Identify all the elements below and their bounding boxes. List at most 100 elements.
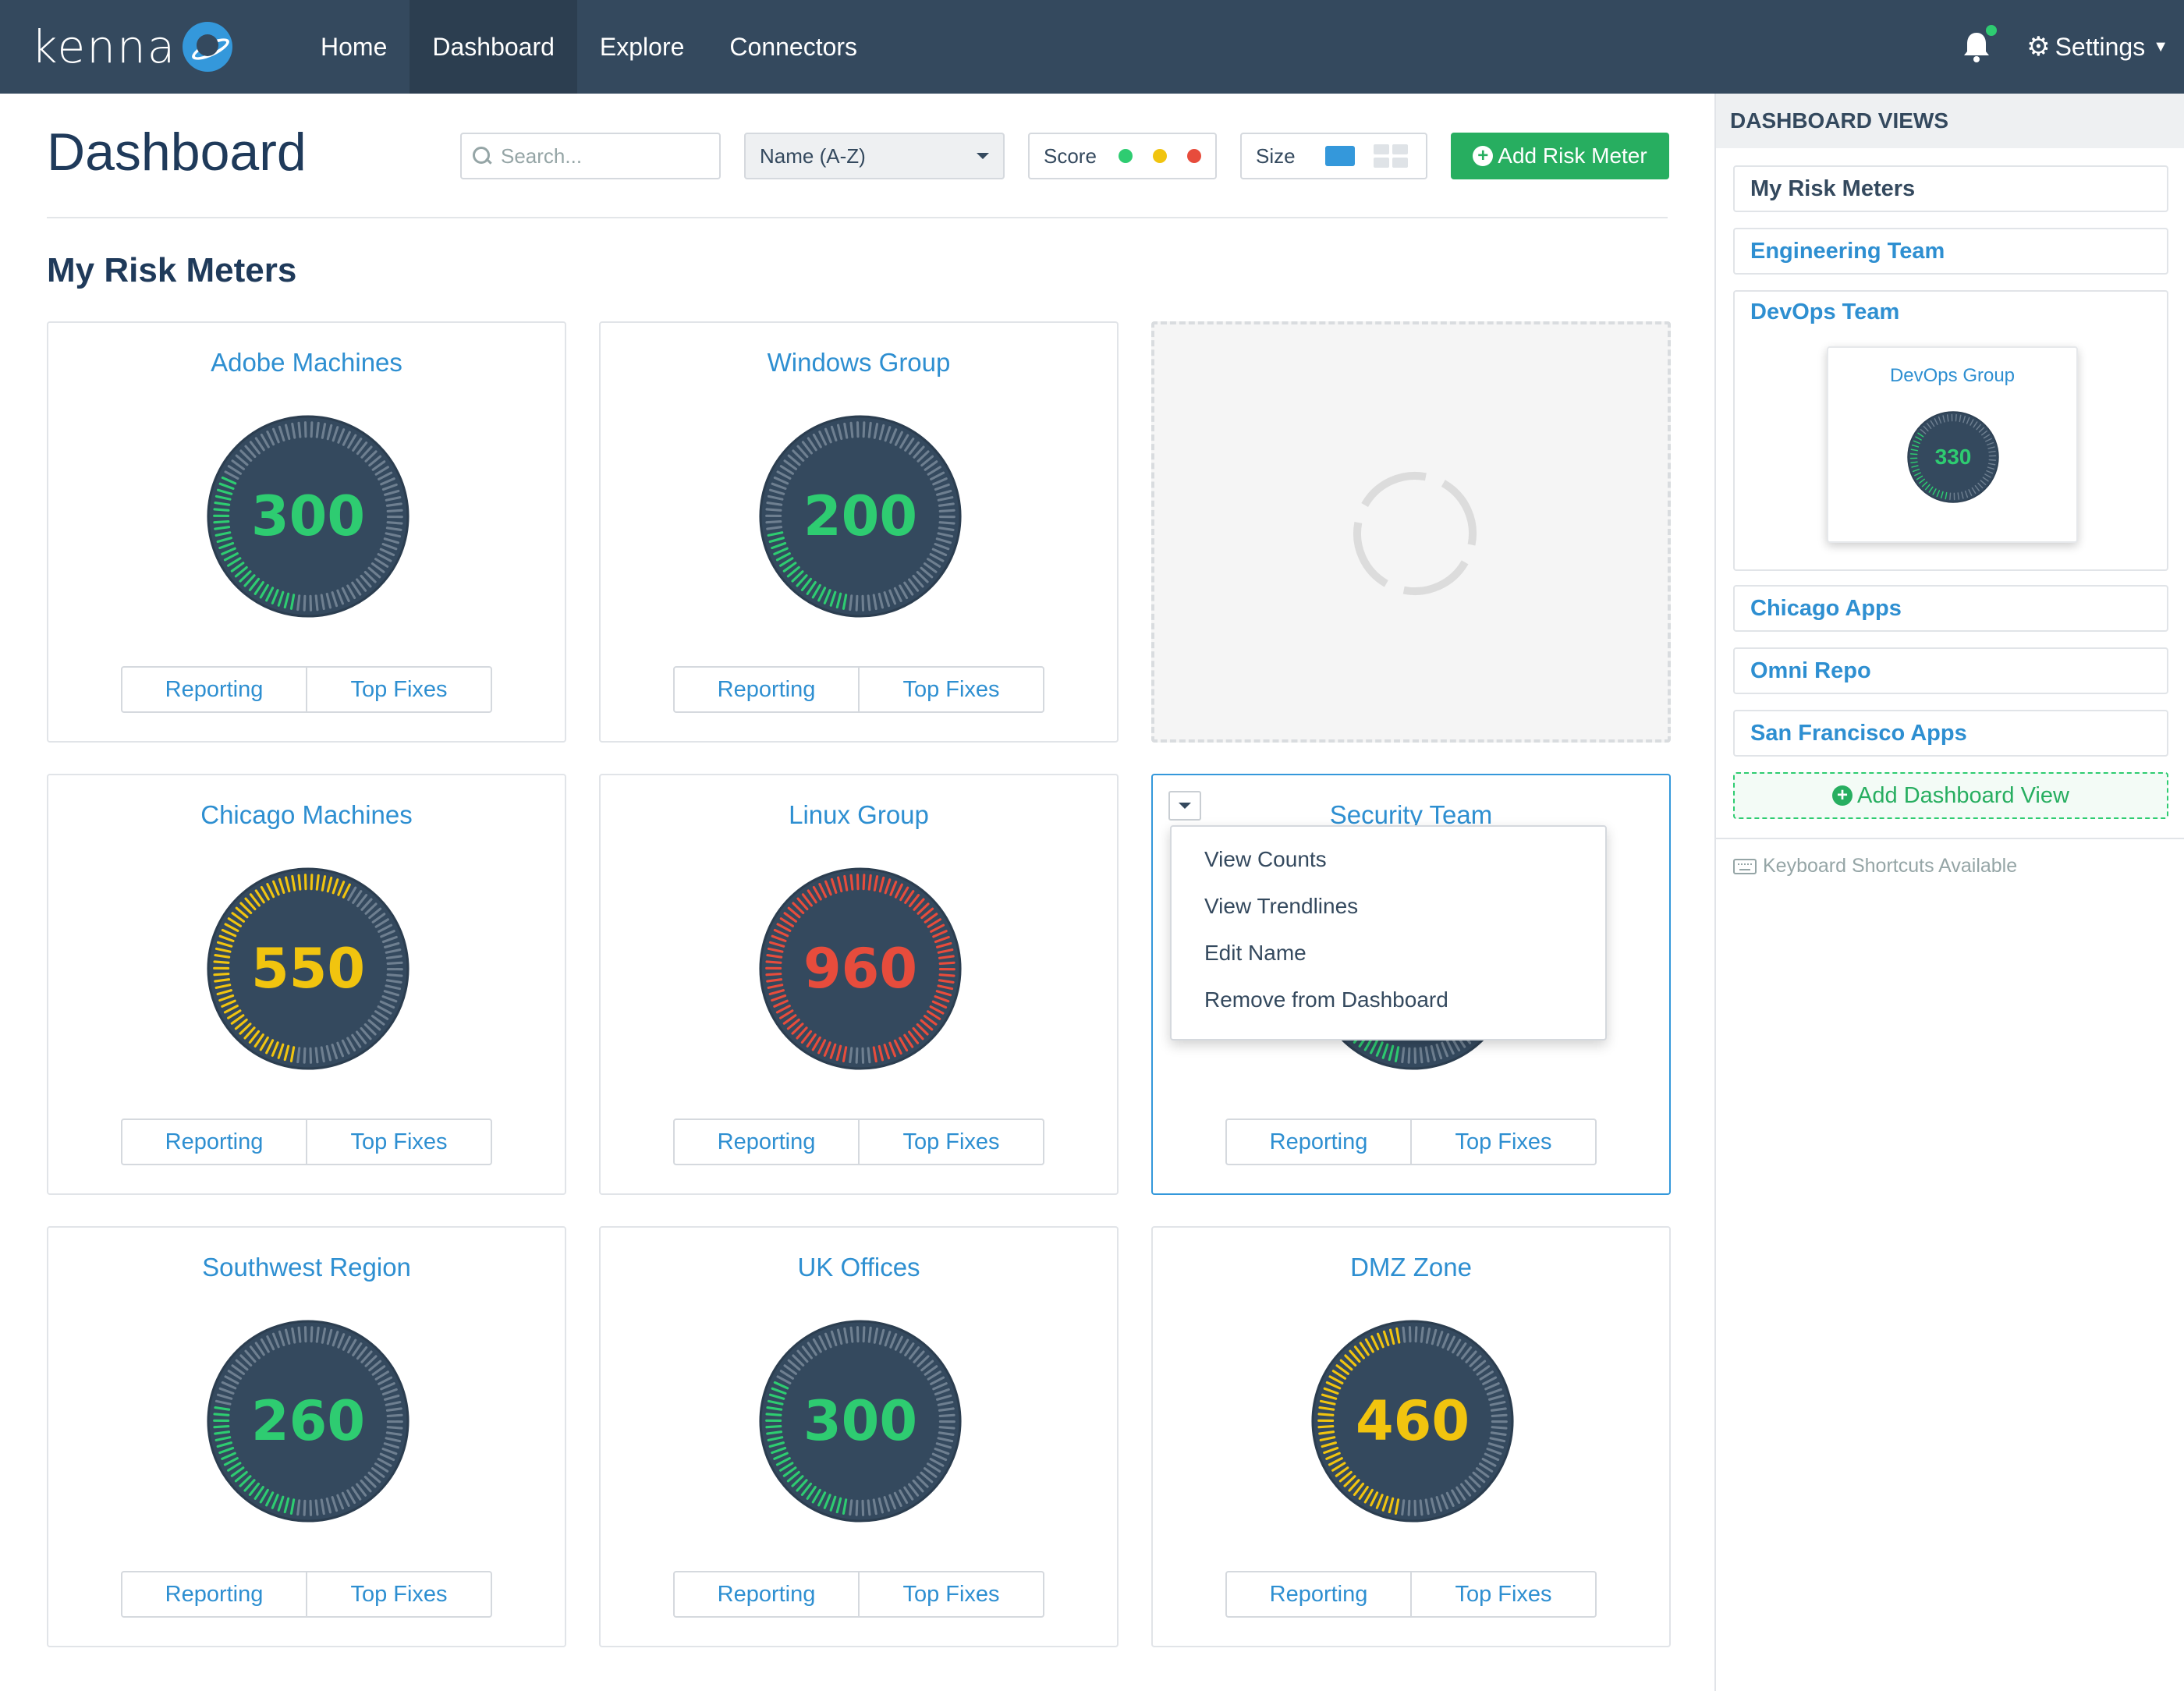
view-my-risk-meters[interactable]: My Risk Meters xyxy=(1733,165,2168,212)
top-navbar: kenna Home Dashboard Explore Connectors … xyxy=(0,0,2184,94)
settings-menu[interactable]: ⚙ Settings ▼ xyxy=(2026,31,2168,62)
score-filter-yellow[interactable] xyxy=(1152,149,1167,163)
top-fixes-button[interactable]: Top Fixes xyxy=(350,1129,448,1154)
nav-explore[interactable]: Explore xyxy=(599,32,685,61)
size-toggle: Size xyxy=(1240,133,1427,179)
view-san-francisco-apps[interactable]: San Francisco Apps xyxy=(1733,710,2168,757)
risk-meter-card[interactable]: UK Offices 300 Reporting Top Fixes xyxy=(599,1226,1119,1647)
menu-view-trendlines[interactable]: View Trendlines xyxy=(1204,894,1359,918)
reporting-button[interactable]: Reporting xyxy=(675,1572,860,1616)
globe-icon xyxy=(183,22,233,72)
risk-gauge: 460 xyxy=(1311,1320,1514,1523)
reporting-button[interactable]: Reporting xyxy=(675,668,860,711)
risk-gauge: 300 xyxy=(207,415,410,618)
keyboard-shortcuts-link[interactable]: Keyboard Shortcuts Available xyxy=(1733,855,2017,877)
preview-risk-score: 330 xyxy=(1934,445,1972,469)
view-devops-team[interactable]: DevOps Team DevOps Group 330 xyxy=(1733,290,2168,571)
risk-meter-title[interactable]: Windows Group xyxy=(767,348,951,377)
risk-meter-card[interactable]: Security Team Reporting Top Fixes View Coun… xyxy=(1151,774,1671,1195)
score-filter-red[interactable] xyxy=(1186,149,1201,163)
card-actions: Reporting Top Fixes xyxy=(121,1571,492,1618)
risk-meter-card[interactable]: DMZ Zone 460 Reporting Top Fixes xyxy=(1151,1226,1671,1647)
risk-score: 300 xyxy=(250,484,366,548)
top-fixes-button[interactable]: Top Fixes xyxy=(1455,1581,1552,1607)
keyboard-icon xyxy=(1733,858,1757,874)
nav-right: ⚙ Settings ▼ xyxy=(1961,0,2168,94)
risk-meter-title[interactable]: Security Team xyxy=(1329,800,1493,829)
small-size-grid-icon[interactable] xyxy=(1373,144,1408,168)
keyboard-shortcuts-label: Keyboard Shortcuts Available xyxy=(1763,855,2018,877)
view-chicago-apps[interactable]: Chicago Apps xyxy=(1733,585,2168,632)
top-fixes-button[interactable]: Top Fixes xyxy=(350,676,448,702)
risk-score: 200 xyxy=(803,484,918,548)
search-placeholder: Search... xyxy=(501,144,583,168)
risk-meter-card[interactable]: Southwest Region 260 Reporting Top Fixes xyxy=(47,1226,566,1647)
score-label: Score xyxy=(1044,144,1097,168)
top-fixes-button[interactable]: Top Fixes xyxy=(902,1129,1000,1154)
menu-remove-from-dashboard[interactable]: Remove from Dashboard xyxy=(1204,987,1448,1012)
sidebar-header: DASHBOARD VIEWS xyxy=(1716,94,2184,148)
search-input[interactable]: Search... xyxy=(460,133,721,179)
reporting-button[interactable]: Reporting xyxy=(1227,1572,1412,1616)
toolbar: Search... Name (A-Z) Score Size + Add Ri… xyxy=(460,133,1669,179)
sort-value: Name (A-Z) xyxy=(760,144,866,168)
risk-meter-title[interactable]: Adobe Machines xyxy=(211,348,402,377)
top-fixes-button[interactable]: Top Fixes xyxy=(902,1581,1000,1607)
risk-meter-card-loading[interactable] xyxy=(1151,321,1671,743)
notifications-bell-icon[interactable] xyxy=(1961,25,1998,64)
preview-risk-gauge: 330 xyxy=(1906,410,2000,504)
add-risk-meter-label: Add Risk Meter xyxy=(1498,144,1647,168)
risk-meter-card[interactable]: Windows Group 200 Reporting Top Fixes xyxy=(599,321,1119,743)
large-size-icon[interactable] xyxy=(1324,146,1355,166)
size-label: Size xyxy=(1256,144,1296,168)
risk-gauge: 300 xyxy=(759,1320,962,1523)
devops-group-preview-card[interactable]: DevOps Group 330 xyxy=(1827,346,2078,543)
risk-meter-title[interactable]: Southwest Region xyxy=(202,1253,411,1282)
view-omni-repo[interactable]: Omni Repo xyxy=(1733,647,2168,694)
nav-home[interactable]: Home xyxy=(321,32,388,61)
risk-meter-title[interactable]: Chicago Machines xyxy=(200,800,413,829)
card-menu-toggle[interactable] xyxy=(1168,791,1201,821)
page-title: Dashboard xyxy=(47,122,307,182)
logo-text: kenna xyxy=(31,20,177,73)
card-actions: Reporting Top Fixes xyxy=(673,1571,1044,1618)
risk-meter-card[interactable]: Chicago Machines 550 Reporting Top Fixes xyxy=(47,774,566,1195)
score-filter-green[interactable] xyxy=(1118,149,1133,163)
risk-gauge: 960 xyxy=(759,867,962,1070)
main-nav: Home Dashboard Explore Connectors xyxy=(298,0,880,94)
sort-select[interactable]: Name (A-Z) xyxy=(744,133,1005,179)
risk-score: 550 xyxy=(250,937,366,1001)
search-icon xyxy=(473,147,491,165)
preview-card-title: DevOps Group xyxy=(1889,365,2016,386)
card-actions: Reporting Top Fixes xyxy=(1225,1571,1597,1618)
plus-circle-icon: + xyxy=(1473,146,1494,166)
risk-meter-title[interactable]: UK Offices xyxy=(797,1253,920,1282)
plus-circle-icon: + xyxy=(1832,785,1853,806)
card-actions: Reporting Top Fixes xyxy=(121,1118,492,1165)
card-actions: Reporting Top Fixes xyxy=(1225,1118,1597,1165)
kenna-logo[interactable]: kenna xyxy=(31,17,273,76)
reporting-button[interactable]: Reporting xyxy=(675,1120,860,1164)
caret-down-icon: ▼ xyxy=(2153,37,2168,55)
risk-meter-title[interactable]: Linux Group xyxy=(789,800,929,829)
view-devops-team-label: DevOps Team xyxy=(1750,300,1900,324)
reporting-button[interactable]: Reporting xyxy=(1227,1120,1412,1164)
top-fixes-button[interactable]: Top Fixes xyxy=(902,676,1000,702)
card-options-menu: View Counts View Trendlines Edit Name Remov… xyxy=(1170,825,1607,1040)
nav-dashboard[interactable]: Dashboard xyxy=(410,0,577,94)
add-dashboard-view-button[interactable]: + Add Dashboard View xyxy=(1733,772,2168,819)
risk-meter-card[interactable]: Linux Group 960 Reporting Top Fixes xyxy=(599,774,1119,1195)
loading-spinner-icon xyxy=(1351,470,1479,597)
menu-edit-name[interactable]: Edit Name xyxy=(1204,941,1306,965)
risk-meter-card[interactable]: Adobe Machines 300 Reporting Top Fixes xyxy=(47,321,566,743)
reporting-button[interactable]: Reporting xyxy=(122,668,307,711)
risk-meter-title[interactable]: DMZ Zone xyxy=(1350,1253,1472,1282)
menu-view-counts[interactable]: View Counts xyxy=(1204,847,1327,871)
view-engineering-team[interactable]: Engineering Team xyxy=(1733,228,2168,275)
add-risk-meter-button[interactable]: + Add Risk Meter xyxy=(1451,133,1669,179)
nav-connectors[interactable]: Connectors xyxy=(729,32,858,61)
top-fixes-button[interactable]: Top Fixes xyxy=(1455,1129,1552,1154)
reporting-button[interactable]: Reporting xyxy=(122,1572,307,1616)
top-fixes-button[interactable]: Top Fixes xyxy=(350,1581,448,1607)
reporting-button[interactable]: Reporting xyxy=(122,1120,307,1164)
